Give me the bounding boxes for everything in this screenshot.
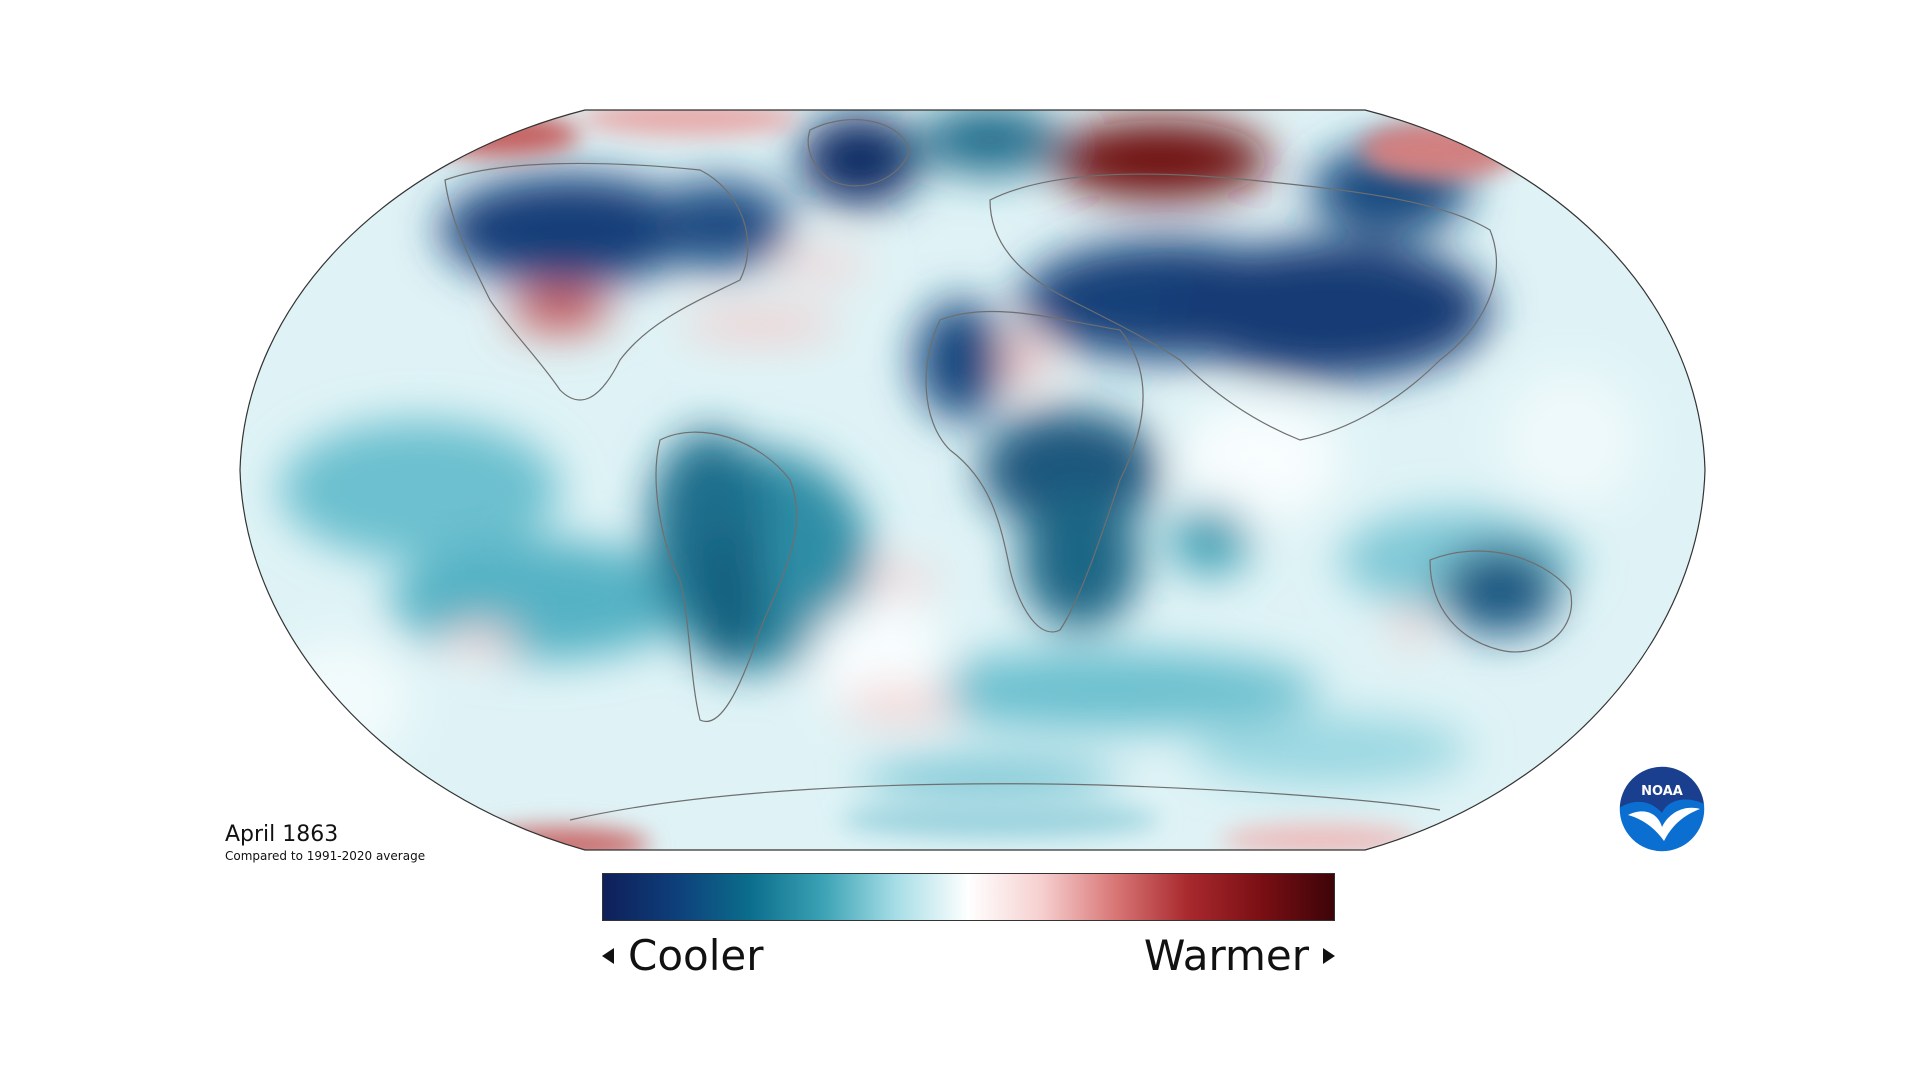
blob-strong-cold: [1170, 240, 1490, 380]
coast-greenland: [807, 119, 911, 187]
blob-light-warm: [580, 110, 800, 136]
blob-cool: [860, 758, 1120, 802]
caption-title: April 1863: [225, 822, 339, 847]
blob-strong-warm: [1050, 120, 1270, 200]
coast-eurasia: [989, 173, 1497, 441]
legend-warmer: Warmer: [1144, 930, 1335, 982]
blob-strong-cold: [440, 175, 700, 285]
blob-cool: [900, 650, 1320, 730]
blob-neutral: [1180, 400, 1340, 520]
blob-light-warm: [840, 689, 960, 721]
anomaly-field: [240, 110, 1705, 850]
blob-light-warm: [680, 311, 840, 339]
blob-cold: [1020, 490, 1140, 630]
coastlines: [444, 119, 1573, 821]
blob-cool: [280, 420, 560, 560]
triangle-left-icon: [602, 948, 614, 964]
blob-cool: [390, 540, 690, 660]
blob-cool: [840, 802, 1160, 838]
triangle-right-icon: [1323, 948, 1335, 964]
blob-light-warm: [1398, 601, 1422, 649]
blob-cold: [1440, 545, 1560, 635]
map-caption: April 1863 Compared to 1991-2020 average: [225, 822, 425, 864]
noaa-logo-text: NOAA: [1641, 784, 1683, 799]
blob-light-warm: [770, 253, 870, 277]
blob-neutral: [1500, 370, 1640, 510]
blob-neutral: [270, 640, 410, 760]
coast-africa: [925, 310, 1144, 633]
legend-cooler-label: Cooler: [628, 931, 764, 980]
blob-strong-cold: [650, 180, 790, 270]
blob-strong-cold: [800, 115, 920, 205]
blob-cool: [1170, 505, 1250, 575]
blob-cold: [980, 410, 1160, 530]
globe-outline: [239, 109, 1706, 851]
blob-light-warm: [1220, 824, 1420, 850]
blob-warm: [470, 827, 650, 850]
blob-cool: [1190, 715, 1470, 785]
coast-australia: [1429, 550, 1573, 653]
legend-warmer-label: Warmer: [1143, 931, 1309, 980]
blob-light-warm: [860, 566, 940, 594]
coast-antarctica: [569, 783, 1441, 821]
coast-south-america: [655, 431, 798, 723]
anomaly-blobs-large: [270, 110, 1640, 802]
blob-strong-cold: [915, 300, 1005, 420]
blob-warm: [1360, 120, 1520, 180]
blob-light-warm: [1003, 332, 1047, 388]
coast-north-america: [444, 162, 749, 401]
legend-cooler: Cooler: [602, 930, 764, 982]
blob-warm: [420, 113, 580, 157]
blob-cold: [920, 110, 1060, 175]
blob-light-warm: [440, 626, 520, 654]
colorbar: [602, 873, 1335, 921]
caption-subtitle: Compared to 1991-2020 average: [225, 849, 426, 863]
noaa-logo: NOAA: [1618, 765, 1706, 853]
blob-warm: [510, 288, 610, 332]
blob-cold: [690, 530, 770, 670]
